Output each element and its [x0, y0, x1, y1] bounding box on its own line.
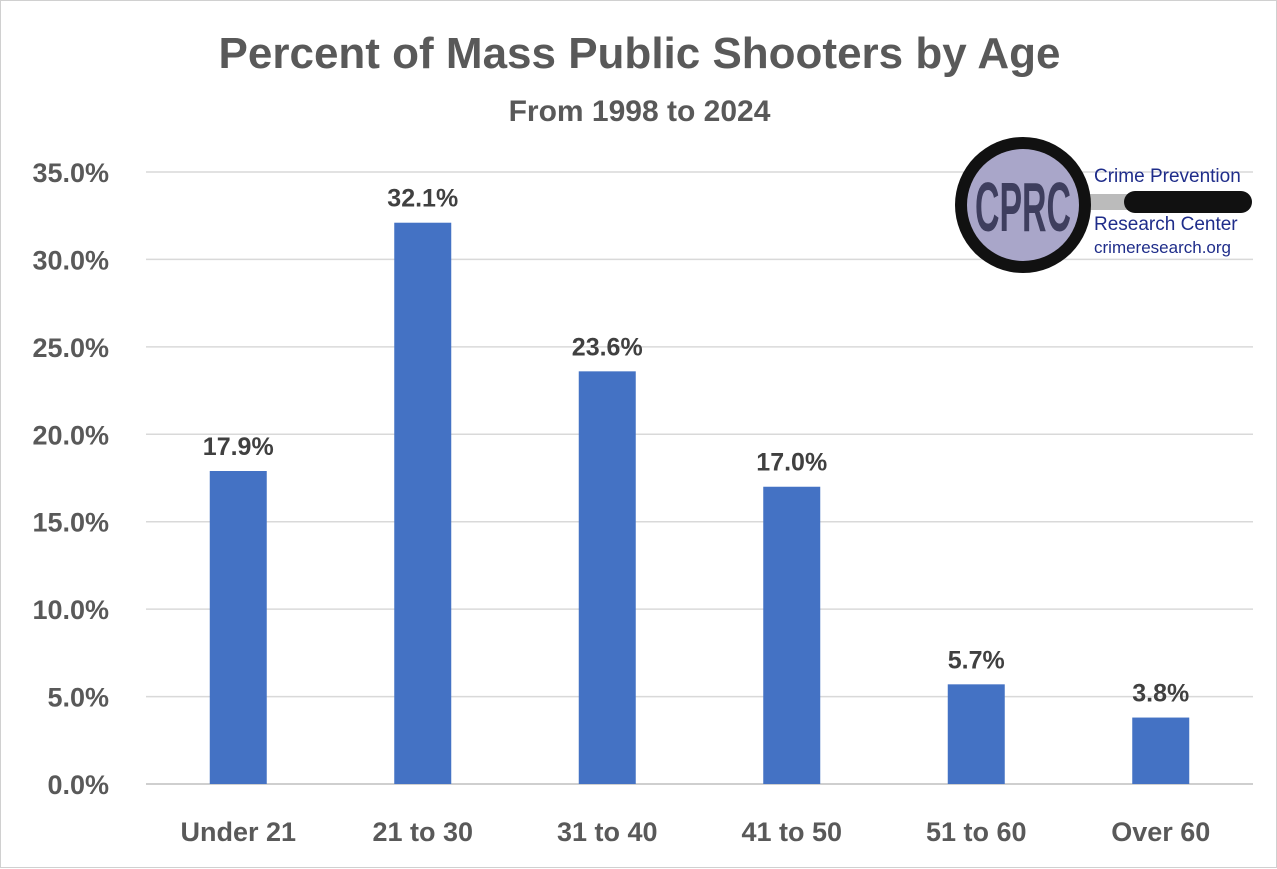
- data-label: 3.8%: [1132, 680, 1189, 708]
- bar: [1132, 717, 1190, 784]
- data-label: 32.1%: [387, 185, 458, 213]
- y-tick-label: 35.0%: [32, 158, 109, 188]
- logo-line2: Research Center: [1094, 214, 1238, 235]
- y-tick-label: 0.0%: [47, 770, 109, 800]
- magnifier-handle: [1124, 191, 1252, 213]
- y-tick-label: 15.0%: [32, 508, 109, 538]
- bar: [947, 684, 1005, 784]
- x-tick-label: 31 to 40: [557, 817, 658, 847]
- logo-letters: CPRC: [975, 168, 1071, 246]
- y-tick-label: 5.0%: [47, 683, 109, 713]
- data-label: 17.0%: [756, 449, 827, 477]
- y-tick-label: 25.0%: [32, 333, 109, 363]
- magnifier-lens: [967, 149, 1079, 261]
- cprc-logo: CPRC: [955, 137, 1091, 273]
- x-tick-label: Over 60: [1111, 817, 1210, 847]
- logo-line1: Crime Prevention: [1094, 166, 1241, 187]
- x-tick-label: 51 to 60: [926, 817, 1027, 847]
- bar: [763, 486, 821, 784]
- x-tick-label: Under 21: [180, 817, 296, 847]
- data-label: 23.6%: [572, 333, 643, 361]
- bar: [578, 371, 636, 784]
- data-label: 17.9%: [203, 433, 274, 461]
- x-tick-label: 41 to 50: [741, 817, 842, 847]
- bar: [394, 222, 452, 785]
- bar: [209, 471, 267, 784]
- chart-title: Percent of Mass Public Shooters by Age: [218, 29, 1061, 78]
- y-tick-label: 30.0%: [32, 245, 109, 275]
- magnifier-neck: [1089, 194, 1129, 210]
- chart-subtitle: From 1998 to 2024: [508, 95, 771, 128]
- logo-url: crimeresearch.org: [1094, 238, 1231, 257]
- x-tick-label: 21 to 30: [372, 817, 473, 847]
- data-label: 5.7%: [948, 646, 1005, 674]
- y-tick-label: 20.0%: [32, 420, 109, 450]
- y-tick-label: 10.0%: [32, 595, 109, 625]
